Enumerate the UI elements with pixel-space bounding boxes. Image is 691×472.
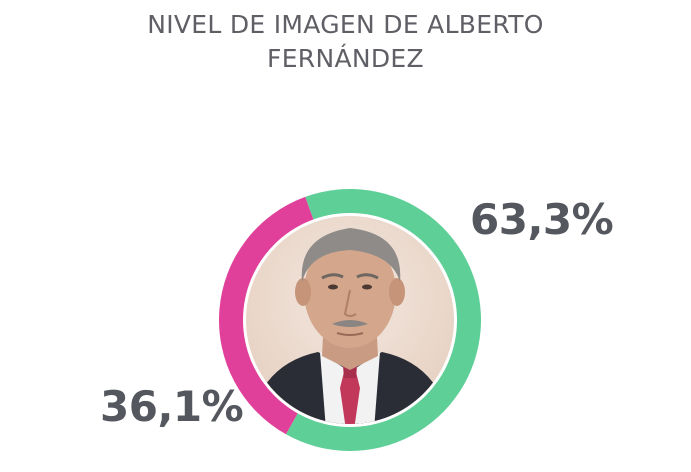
chart-title-line-2: FERNÁNDEZ [267,44,424,73]
slice-label-green: 63,3% [470,195,614,244]
chart-title-line-1: NIVEL DE IMAGEN DE ALBERTO [147,10,544,39]
portrait-photo [246,216,454,424]
chart-title: NIVEL DE IMAGEN DE ALBERTO FERNÁNDEZ [0,8,691,76]
slice-label-pink: 36,1% [100,382,244,431]
